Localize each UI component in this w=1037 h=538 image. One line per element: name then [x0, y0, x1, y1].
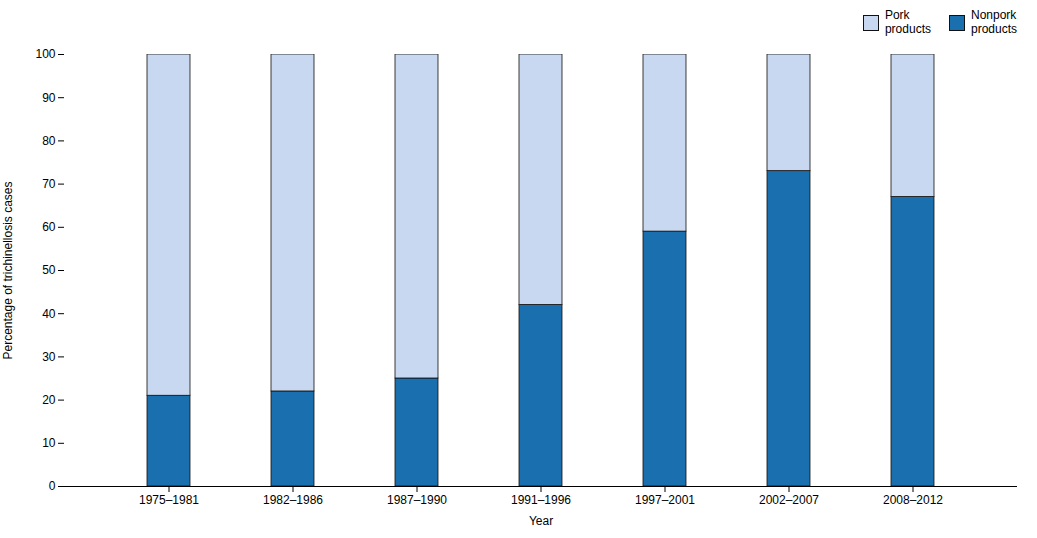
html-text:Pork products: Pork products: [884, 8, 931, 36]
svg-text:Year: Year: [529, 514, 553, 528]
svg-text:80: 80: [42, 134, 56, 148]
svg-text:70: 70: [42, 177, 56, 191]
svg-text:10: 10: [42, 436, 56, 450]
svg-text:1975–1981: 1975–1981: [139, 493, 199, 507]
svg-text:40: 40: [42, 307, 56, 321]
svg-text:20: 20: [42, 393, 56, 407]
svg-text:1987–1990: 1987–1990: [387, 493, 447, 507]
svg-text:60: 60: [42, 220, 56, 234]
svg-text:0: 0: [49, 479, 56, 493]
svg-text:2002–2007: 2002–2007: [759, 493, 819, 507]
svg-text:90: 90: [42, 91, 56, 105]
svg-text:Percentage of trichinellosis c: Percentage of trichinellosis cases: [1, 181, 15, 359]
svg-text:100: 100: [35, 47, 55, 61]
html-text:Nonpork products: Nonpork products: [971, 8, 1017, 36]
svg-text:1997–2001: 1997–2001: [635, 493, 695, 507]
svg-text:1991–1996: 1991–1996: [511, 493, 571, 507]
svg-text:1982–1986: 1982–1986: [263, 493, 323, 507]
svg-text:2008–2012: 2008–2012: [883, 493, 943, 507]
svg-text:50: 50: [42, 263, 56, 277]
svg-text:30: 30: [42, 350, 56, 364]
